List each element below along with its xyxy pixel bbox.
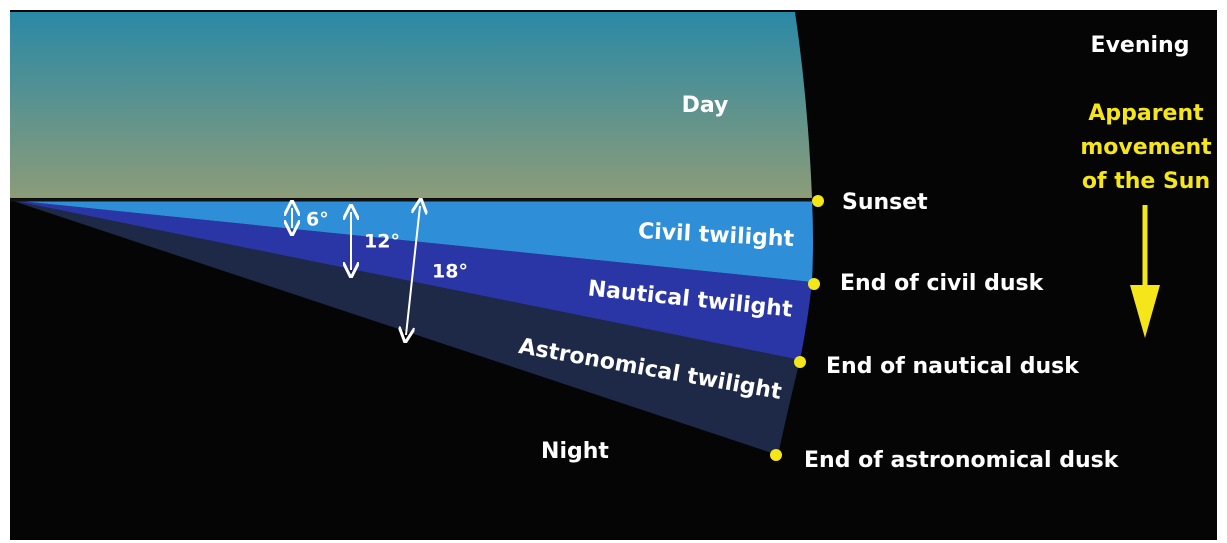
angle-label: 18° xyxy=(432,261,468,283)
event-label: End of civil dusk xyxy=(840,271,1045,296)
region-label: Night xyxy=(541,439,609,464)
event-label: Sunset xyxy=(842,190,928,215)
angle-label: 12° xyxy=(364,231,400,253)
angle-label: 6° xyxy=(306,209,329,231)
movement-label: of the Sun xyxy=(1082,169,1210,194)
movement-label: Apparent xyxy=(1088,101,1204,126)
sun-dot xyxy=(808,278,820,290)
corner-label: Evening xyxy=(1091,33,1190,58)
twilight-diagram: 6° 12° 18° Day Civil twilight Nautical t… xyxy=(0,0,1227,543)
event-label: End of astronomical dusk xyxy=(804,448,1120,473)
event-label: End of nautical dusk xyxy=(826,354,1080,379)
movement-label: movement xyxy=(1080,135,1212,160)
sun-dot xyxy=(770,449,782,461)
sun-dot xyxy=(794,356,806,368)
sun-dot xyxy=(812,195,824,207)
region-label: Day xyxy=(682,93,729,118)
